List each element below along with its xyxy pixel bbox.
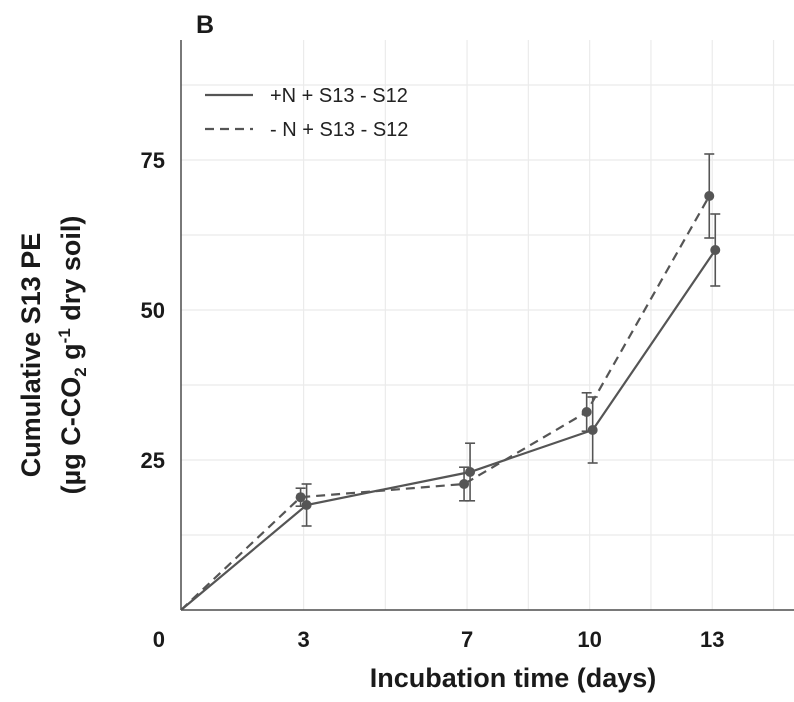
data-point xyxy=(710,245,721,255)
series-line-1 xyxy=(180,249,717,611)
legend-label-2: - N + S13 - S12 xyxy=(270,119,408,141)
data-point xyxy=(295,492,306,503)
data-point xyxy=(301,500,312,510)
data-point xyxy=(587,425,598,435)
y-tick-label: 25 xyxy=(141,448,165,473)
data-point xyxy=(704,191,715,201)
data-point xyxy=(465,467,476,477)
x-tick-label: 3 xyxy=(297,627,309,652)
x-tick-label: 10 xyxy=(577,627,601,652)
panel-label: B xyxy=(196,11,215,39)
x-axis-label: Incubation time (days) xyxy=(369,663,657,693)
x-tick-label: 7 xyxy=(461,627,473,652)
x-tick-label: 13 xyxy=(700,627,724,652)
y-tick-label: 75 xyxy=(141,148,165,173)
data-point xyxy=(459,479,470,489)
data-point xyxy=(581,407,592,417)
y-tick-label: 50 xyxy=(141,298,165,323)
origin-tick-label: 0 xyxy=(153,627,165,652)
series-line-2 xyxy=(180,195,711,611)
legend-label-1: +N + S13 - S12 xyxy=(270,85,408,107)
